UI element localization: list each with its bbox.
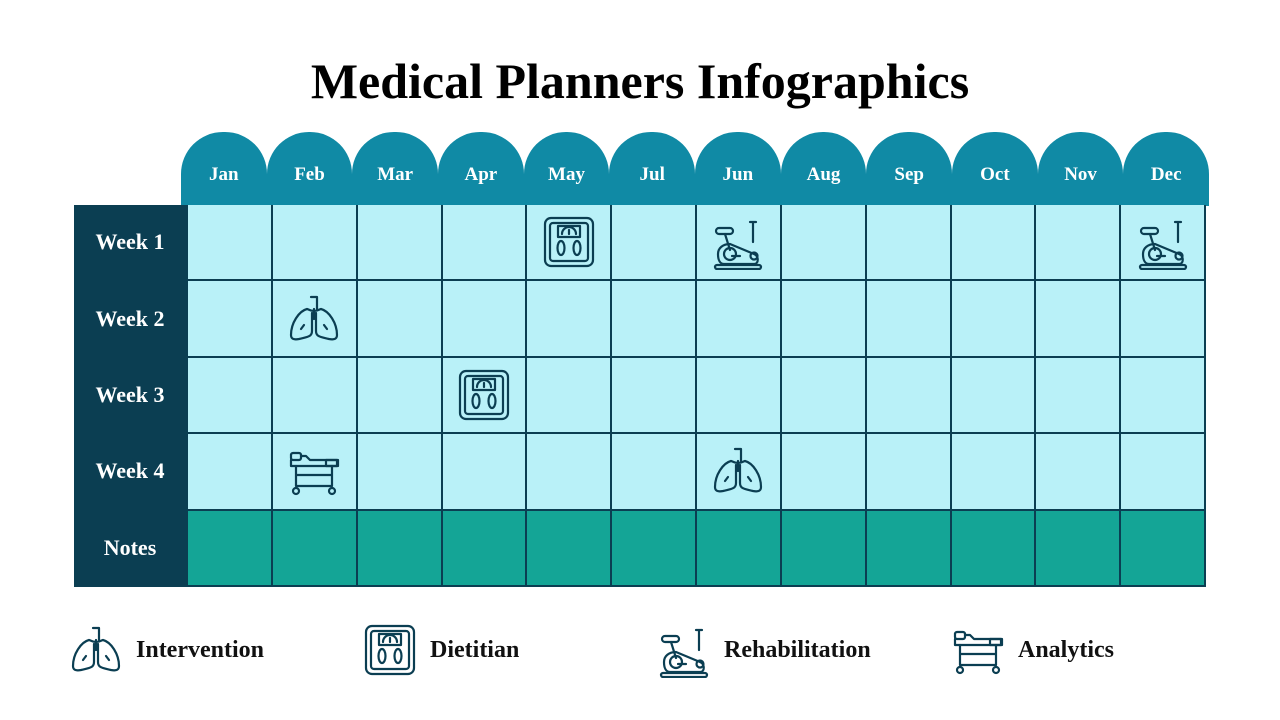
planner-cell bbox=[951, 434, 1035, 509]
planner-cell bbox=[188, 434, 271, 509]
planner-cell bbox=[697, 205, 780, 280]
planner-cell bbox=[697, 357, 780, 433]
legend-label: Dietitian bbox=[430, 636, 520, 663]
row-label: Notes bbox=[74, 510, 186, 585]
planner-cell bbox=[1121, 281, 1204, 356]
planner-cell bbox=[357, 281, 441, 356]
planner-cell bbox=[1121, 357, 1204, 433]
planner-cell bbox=[527, 357, 611, 433]
exercise-bike-icon bbox=[1135, 214, 1191, 270]
legend-item: Analytics bbox=[950, 622, 1114, 678]
month-tab-jun: Jun bbox=[695, 132, 781, 206]
exercise-bike-icon bbox=[656, 622, 712, 678]
planner-cell bbox=[357, 434, 441, 509]
planner-cell bbox=[188, 357, 271, 433]
planner-cell bbox=[442, 434, 526, 509]
notes-cell bbox=[1121, 510, 1204, 585]
lungs-icon bbox=[68, 622, 124, 678]
month-tab-nov: Nov bbox=[1037, 132, 1124, 206]
planner-cell bbox=[272, 281, 356, 356]
notes-cell bbox=[612, 510, 695, 585]
notes-cell bbox=[272, 510, 356, 585]
hospital-bed-icon bbox=[950, 622, 1006, 678]
legend-label: Intervention bbox=[136, 636, 264, 663]
planner-cell bbox=[612, 281, 695, 356]
planner-cell bbox=[612, 357, 695, 433]
notes-cell bbox=[188, 510, 271, 585]
legend-item: Intervention bbox=[68, 622, 264, 678]
planner-cell bbox=[866, 357, 950, 433]
notes-cell bbox=[781, 510, 865, 585]
planner-cell bbox=[442, 281, 526, 356]
lungs-icon bbox=[286, 291, 342, 347]
scale-icon bbox=[541, 214, 597, 270]
page-title: Medical Planners Infographics bbox=[310, 53, 970, 109]
scale-icon bbox=[362, 622, 418, 678]
planner-cell bbox=[188, 281, 271, 356]
notes-cell bbox=[527, 510, 611, 585]
planner-cell bbox=[527, 434, 611, 509]
month-tab-feb: Feb bbox=[266, 132, 353, 206]
planner-cell bbox=[781, 205, 865, 280]
planner-cell bbox=[442, 357, 526, 433]
notes-cell bbox=[951, 510, 1035, 585]
month-tab-dec: Dec bbox=[1123, 132, 1210, 206]
planner-cell bbox=[951, 205, 1035, 280]
planner-cell bbox=[1036, 357, 1120, 433]
planner-cell bbox=[527, 281, 611, 356]
lungs-icon bbox=[710, 443, 766, 499]
planner-cell bbox=[866, 205, 950, 280]
month-tab-jul: Jul bbox=[609, 132, 696, 206]
notes-cell bbox=[357, 510, 441, 585]
planner-grid: Week 1 Week 2 Week 3 Week 4 Notes bbox=[74, 205, 1206, 587]
month-tab-mar: Mar bbox=[352, 132, 439, 206]
planner-cell bbox=[612, 205, 695, 280]
planner-cell bbox=[527, 205, 611, 280]
legend-item: Rehabilitation bbox=[656, 622, 871, 678]
planner-cell bbox=[272, 205, 356, 280]
planner-cell bbox=[357, 205, 441, 280]
planner-cell bbox=[272, 434, 356, 509]
planner-cell bbox=[612, 434, 695, 509]
exercise-bike-icon bbox=[710, 214, 766, 270]
planner-cell bbox=[1121, 434, 1204, 509]
planner-cell bbox=[1036, 281, 1120, 356]
planner-cell bbox=[781, 357, 865, 433]
month-tab-oct: Oct bbox=[952, 132, 1038, 206]
notes-cell bbox=[442, 510, 526, 585]
scale-icon bbox=[456, 367, 512, 423]
planner-cell bbox=[188, 205, 271, 280]
month-header-row: Jan Feb Mar Apr May Jul Jun Aug Sep Oct Nov Dec bbox=[181, 132, 1210, 206]
planner-cell bbox=[697, 434, 780, 509]
notes-cell bbox=[866, 510, 950, 585]
hospital-bed-icon bbox=[286, 443, 342, 499]
planner-cell bbox=[272, 357, 356, 433]
planner-cell bbox=[866, 434, 950, 509]
legend-item: Dietitian bbox=[362, 622, 519, 678]
planner-cell bbox=[1121, 205, 1204, 280]
planner-cell bbox=[697, 281, 780, 356]
month-tab-apr: Apr bbox=[438, 132, 524, 206]
planner-cell bbox=[951, 357, 1035, 433]
planner-cell bbox=[357, 357, 441, 433]
planner-cell bbox=[442, 205, 526, 280]
planner-cell bbox=[1036, 434, 1120, 509]
row-label: Week 4 bbox=[74, 434, 186, 509]
planner-cell bbox=[866, 281, 950, 356]
legend-label: Analytics bbox=[1018, 636, 1114, 663]
month-tab-jan: Jan bbox=[181, 132, 267, 206]
row-label: Week 2 bbox=[74, 281, 186, 356]
planner-cell bbox=[781, 434, 865, 509]
planner-cell bbox=[951, 281, 1035, 356]
month-tab-may: May bbox=[523, 132, 610, 206]
row-label: Week 1 bbox=[74, 205, 186, 280]
planner-cell bbox=[1036, 205, 1120, 280]
month-tab-sep: Sep bbox=[866, 132, 953, 206]
notes-cell bbox=[697, 510, 780, 585]
planner-cell bbox=[781, 281, 865, 356]
month-tab-aug: Aug bbox=[780, 132, 867, 206]
legend-label: Rehabilitation bbox=[724, 636, 871, 663]
row-label: Week 3 bbox=[74, 357, 186, 433]
notes-cell bbox=[1036, 510, 1120, 585]
